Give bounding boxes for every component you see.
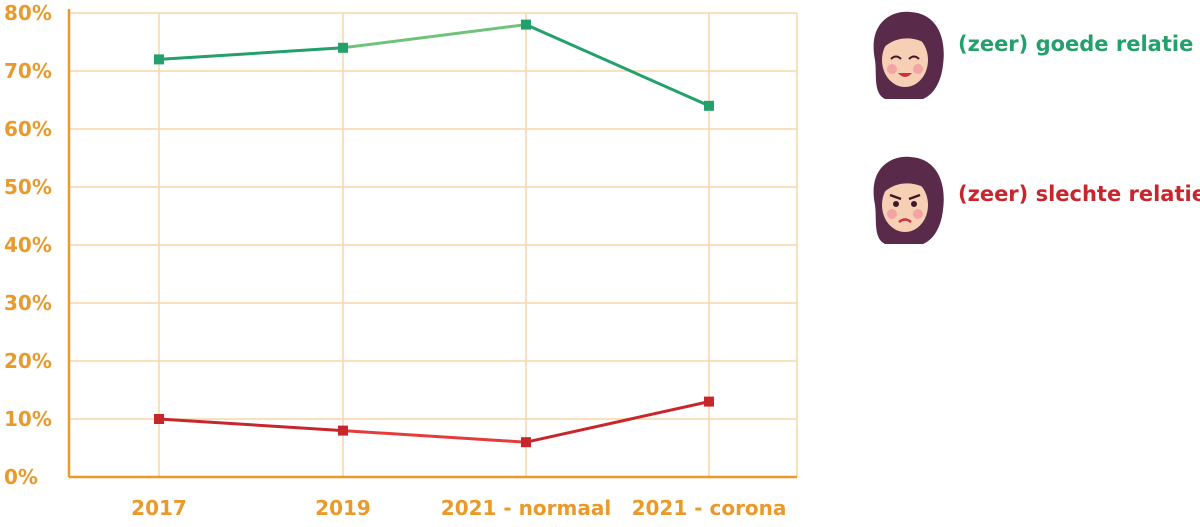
legend-item: (zeer) slechte relatie xyxy=(873,156,1200,244)
series-layer xyxy=(154,19,714,448)
y-axis-ticks: 0% 10% 20% 30% 40% 50% 60% 70% 80% xyxy=(4,1,52,489)
data-point xyxy=(704,396,714,407)
series-line-segment xyxy=(524,23,711,108)
legend-label: (zeer) slechte relatie xyxy=(958,182,1200,206)
legend-item: (zeer) goede relatie xyxy=(873,11,1193,99)
x-axis-ticks: 2017 2019 2021 - normaal 2021 - corona xyxy=(131,496,786,520)
grid-lines xyxy=(69,12,798,477)
y-tick-label: 50% xyxy=(4,175,52,199)
y-tick-label: 20% xyxy=(4,349,52,373)
y-tick-label: 70% xyxy=(4,59,52,83)
y-tick-label: 0% xyxy=(4,465,38,489)
x-tick-label: 2021 - corona xyxy=(632,496,787,520)
smiling-woman-avatar-icon xyxy=(873,11,944,99)
data-point xyxy=(154,54,164,65)
angry-woman-avatar-icon xyxy=(873,156,944,244)
series-line-segment xyxy=(524,400,711,444)
data-point xyxy=(338,425,348,436)
series-line-segment xyxy=(341,429,528,444)
x-tick-label: 2017 xyxy=(131,496,187,520)
y-tick-label: 30% xyxy=(4,291,52,315)
x-tick-label: 2021 - normaal xyxy=(441,496,611,520)
series-line-segment xyxy=(157,46,345,61)
series-line-segment xyxy=(341,23,528,50)
axes xyxy=(67,9,797,479)
data-point xyxy=(154,414,164,424)
data-point xyxy=(338,42,348,53)
legend: (zeer) goede relatie (zeer) slechte relat… xyxy=(873,11,1200,244)
y-tick-label: 60% xyxy=(4,117,52,141)
data-point xyxy=(704,100,714,111)
series-line-segment xyxy=(157,417,345,433)
y-tick-label: 40% xyxy=(4,233,52,257)
legend-label: (zeer) goede relatie xyxy=(958,32,1193,56)
data-point xyxy=(521,437,531,448)
y-tick-label: 80% xyxy=(4,1,52,25)
x-tick-label: 2019 xyxy=(315,496,371,520)
data-point xyxy=(521,19,531,30)
y-tick-label: 10% xyxy=(4,407,52,431)
